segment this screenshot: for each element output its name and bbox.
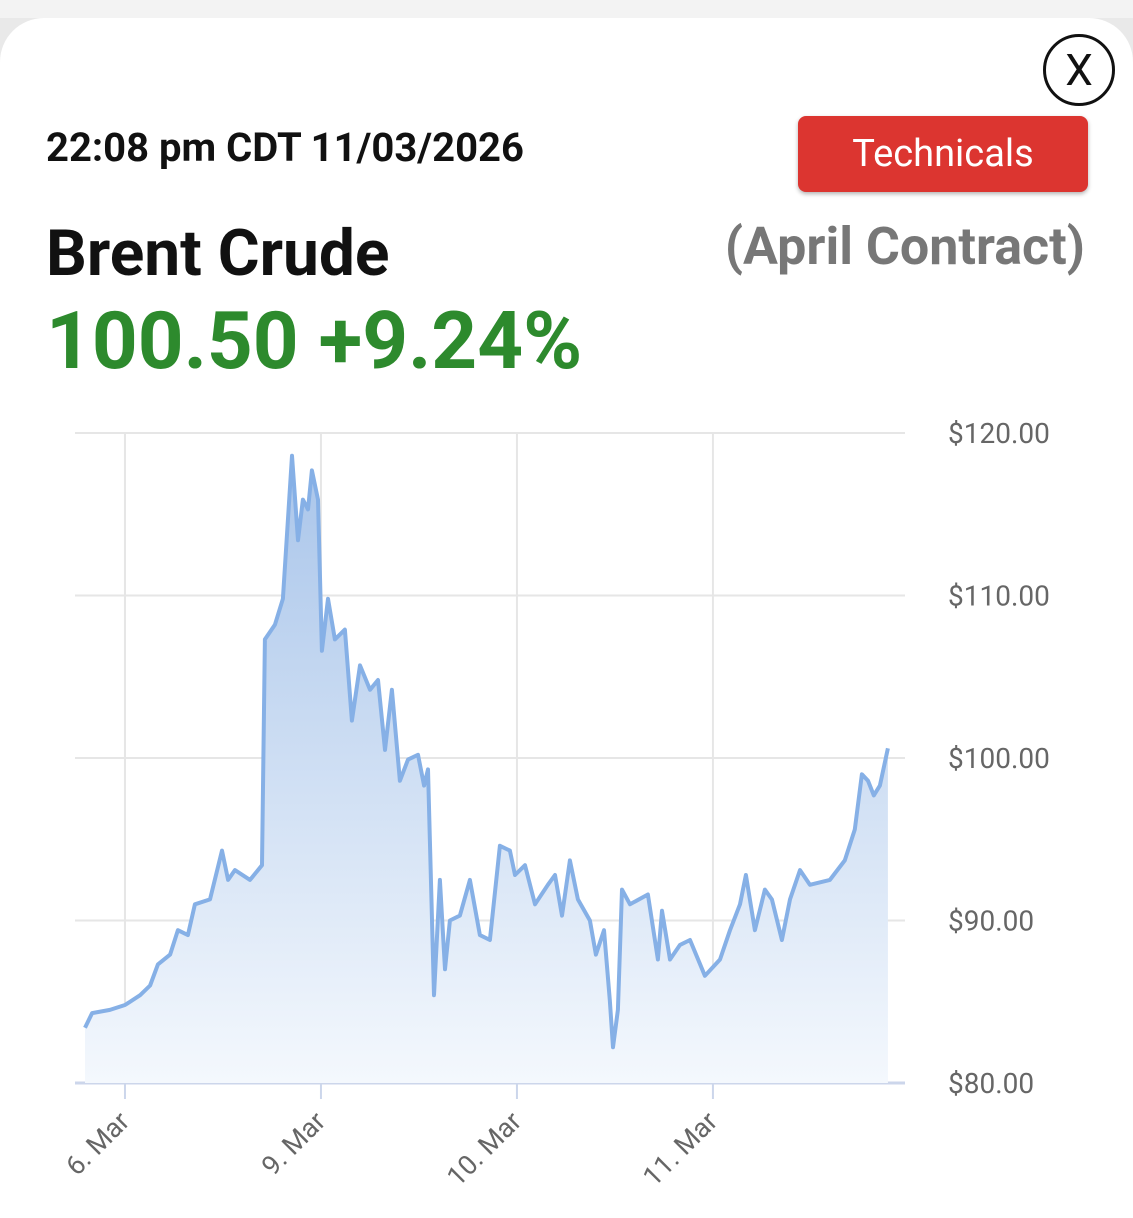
- price: 100.50: [46, 294, 299, 388]
- x-tick-label: 9. Mar: [255, 1105, 332, 1182]
- y-tick-label: $100.00: [948, 742, 1050, 775]
- price-change: 100.50 +9.24%: [46, 294, 582, 388]
- contract: (April Contract): [724, 216, 1085, 277]
- x-tick-label: 6. Mar: [59, 1105, 136, 1182]
- instrument-name: Brent Crude: [46, 216, 390, 291]
- change: +9.24%: [318, 294, 583, 388]
- y-tick-label: $110.00: [948, 580, 1050, 613]
- x-tick-label: 10. Mar: [441, 1105, 528, 1192]
- price-line: [83, 453, 890, 1050]
- close-button[interactable]: X: [1043, 34, 1115, 106]
- timestamp: 22:08 pm CDT 11/03/2026: [46, 124, 524, 171]
- technicals-button[interactable]: Technicals: [798, 116, 1088, 192]
- y-tick-label: $90.00: [948, 905, 1034, 938]
- area: [84, 455, 888, 1083]
- y-tick-label: $80.00: [948, 1067, 1034, 1100]
- site-header: [0, 0, 1133, 18]
- x-tick-label: 11. Mar: [637, 1105, 724, 1192]
- y-tick-label: $120.00: [948, 417, 1050, 450]
